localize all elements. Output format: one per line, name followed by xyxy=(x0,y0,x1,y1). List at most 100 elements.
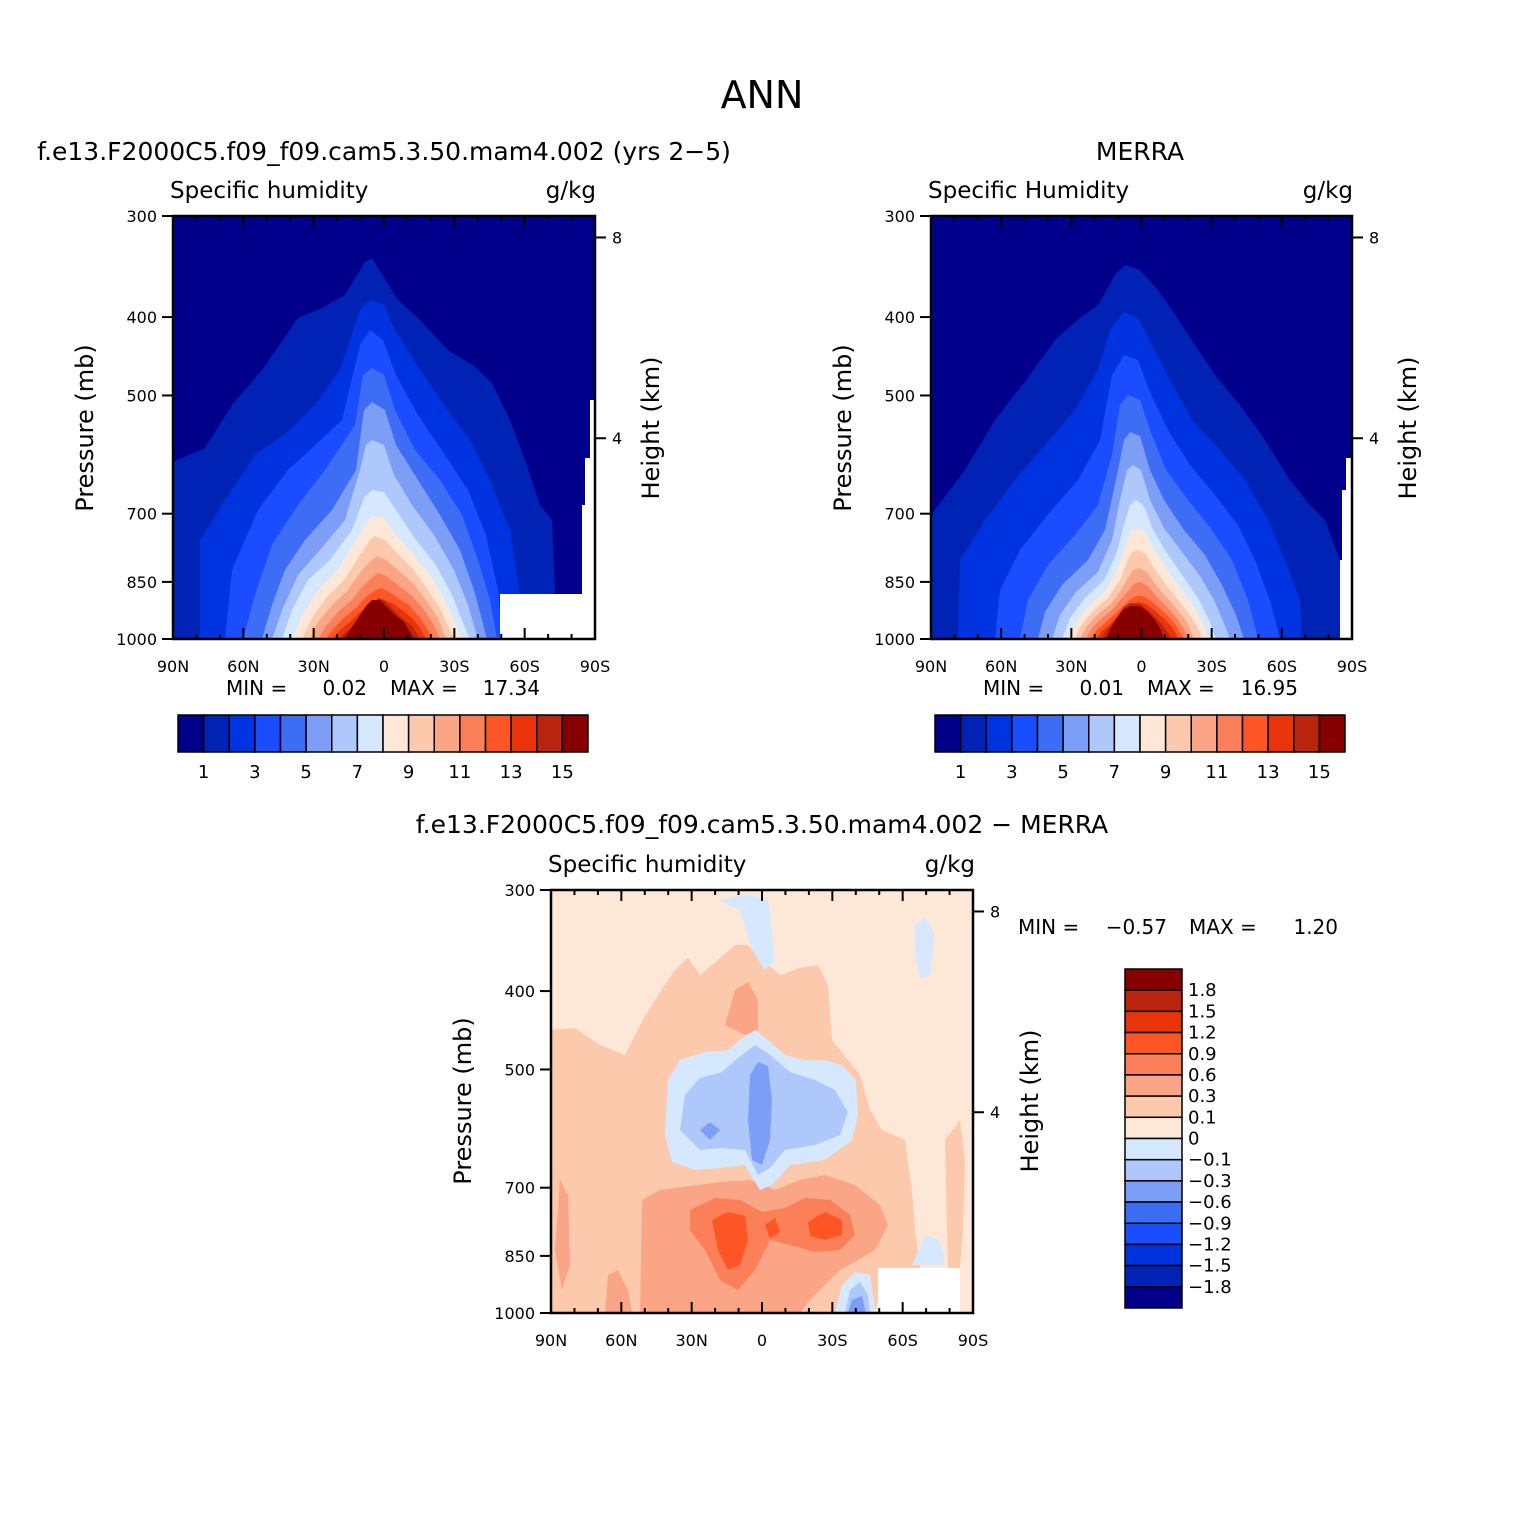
colorbar-label: 1.5 xyxy=(1188,1001,1217,1022)
y-tick-label: 500 xyxy=(884,386,915,405)
x-tick-label: 60S xyxy=(1267,657,1298,676)
contour-band-16 xyxy=(344,600,414,639)
x-tick-label: 30N xyxy=(676,1331,708,1350)
colorbar-swatch xyxy=(177,714,205,753)
panel-title: f.e13.F2000C5.f09_f09.cam5.3.50.mam4.002… xyxy=(416,810,1109,839)
y-tick-label: 400 xyxy=(504,982,535,1001)
colorbar-label: 0.3 xyxy=(1188,1086,1217,1107)
x-tick-label: 90N xyxy=(157,657,189,676)
colorbar-swatch xyxy=(1124,1180,1183,1203)
y-tick-label: 400 xyxy=(884,308,915,327)
contour-band-0.3-to-0.6 xyxy=(555,1180,570,1290)
variable-label: Specific humidity xyxy=(170,178,368,204)
panel-difference: f.e13.F2000C5.f09_f09.cam5.3.50.mam4.002… xyxy=(416,810,1338,1350)
y-tick-label: 500 xyxy=(126,386,157,405)
colorbar-label: 0 xyxy=(1188,1129,1199,1150)
contour-band-neg0.1-to-0 xyxy=(912,1235,945,1265)
panel-title: f.e13.F2000C5.f09_f09.cam5.3.50.mam4.002… xyxy=(37,137,731,166)
colorbar-label: −0.3 xyxy=(1188,1171,1232,1192)
contour-band-neg0.6-to-neg0.3 xyxy=(848,1296,866,1313)
colorbar-label: 3 xyxy=(1006,762,1017,783)
colorbar-label: 5 xyxy=(1057,762,1068,783)
colorbar-label: 7 xyxy=(1109,762,1120,783)
colorbar-swatch xyxy=(561,714,589,753)
colorbar: 1 3 5 7 9 11 13 15 xyxy=(934,714,1346,783)
contour-band-16 xyxy=(1106,606,1164,639)
colorbar-swatch xyxy=(1124,968,1183,991)
colorbar-swatch xyxy=(536,714,564,753)
y2-tick-label: 4 xyxy=(612,429,622,448)
colorbar-swatch xyxy=(1293,714,1321,753)
colorbar-swatch xyxy=(1124,1074,1183,1097)
y2-tick-label: 8 xyxy=(990,902,1000,921)
colorbar-swatch xyxy=(484,714,512,753)
x-tick-label: 90S xyxy=(580,657,611,676)
contour-band-neg0.6-to-neg0.3 xyxy=(748,1062,772,1165)
min-label: MIN = xyxy=(226,676,287,700)
contour-band-neg0.1-to-0 xyxy=(915,918,935,978)
y-tick-label: 300 xyxy=(126,207,157,226)
x-tick-label: 60N xyxy=(985,657,1017,676)
y-tick-label: 1000 xyxy=(116,630,157,649)
colorbar-label: −0.9 xyxy=(1188,1213,1232,1234)
missing-data-region xyxy=(500,400,595,639)
min-label: MIN = xyxy=(1018,915,1079,939)
x-tick-label: 90N xyxy=(535,1331,567,1350)
min-value: 0.02 xyxy=(322,676,367,700)
colorbar-swatch xyxy=(202,714,230,753)
y-tick-label: 500 xyxy=(504,1060,535,1079)
y-tick-label: 400 xyxy=(126,308,157,327)
y-tick-label: 1000 xyxy=(494,1304,535,1323)
colorbar-swatch xyxy=(1124,1264,1183,1288)
max-value: 16.95 xyxy=(1241,676,1298,700)
y2-tick-label: 4 xyxy=(1369,429,1379,448)
colorbar-swatch xyxy=(305,714,333,753)
colorbar-swatch xyxy=(254,714,282,753)
colorbar-swatch xyxy=(1124,1158,1183,1182)
colorbar-label: 7 xyxy=(352,762,363,783)
x-tick-label: 60S xyxy=(887,1331,918,1350)
x-tick-label: 30S xyxy=(817,1331,848,1350)
y2-axis-title: Height (km) xyxy=(637,357,665,500)
colorbar-label: 1 xyxy=(955,762,966,783)
figure-title: ANN xyxy=(721,73,804,117)
y-tick-label: 300 xyxy=(504,881,535,900)
y-tick-label: 1000 xyxy=(874,630,915,649)
max-value: 1.20 xyxy=(1293,915,1338,939)
colorbar-swatch xyxy=(1124,1243,1183,1267)
x-tick-label: 30S xyxy=(439,657,470,676)
x-tick-label: 90S xyxy=(958,1331,989,1350)
x-tick-label: 0 xyxy=(379,657,389,676)
colorbar-swatch xyxy=(1190,714,1218,753)
colorbar-swatch xyxy=(934,714,962,753)
colorbar-label: 0.9 xyxy=(1188,1044,1217,1065)
y-tick-label: 700 xyxy=(504,1179,535,1198)
variable-label: Specific Humidity xyxy=(928,178,1129,204)
y2-axis-title: Height (km) xyxy=(1016,1030,1044,1173)
colorbar-swatch xyxy=(1124,1010,1183,1034)
colorbar: 1 3 5 7 9 11 13 15 xyxy=(177,714,589,783)
colorbar-swatch xyxy=(1124,989,1183,1013)
contour-band-neg0.1-to-0 xyxy=(718,895,775,970)
x-tick-label: 30N xyxy=(298,657,330,676)
colorbar-swatch xyxy=(1036,714,1064,753)
contour-band-0.9-to-1.2 xyxy=(712,1212,748,1270)
y-tick-label: 300 xyxy=(884,207,915,226)
contour-band-0.9-to-1.2 xyxy=(765,1218,780,1238)
colorbar-label: 3 xyxy=(249,762,260,783)
colorbar-label: −1.2 xyxy=(1188,1234,1232,1255)
max-value: 17.34 xyxy=(483,676,540,700)
contour-field xyxy=(931,216,1352,639)
colorbar-label: −1.5 xyxy=(1188,1256,1232,1277)
x-tick-label: 90S xyxy=(1337,657,1368,676)
colorbar-label: 1.8 xyxy=(1188,980,1217,1001)
colorbar-label: −0.1 xyxy=(1188,1150,1232,1171)
colorbar-label: 9 xyxy=(1160,762,1171,783)
x-tick-label: 90N xyxy=(915,657,947,676)
panel-merra: MERRA Specific Humidity g/kg 90N 60N 30N 0 3… xyxy=(829,137,1422,783)
colorbar-swatch xyxy=(1124,1116,1183,1140)
colorbar-swatch xyxy=(1113,714,1141,753)
colorbar-swatch xyxy=(382,714,410,753)
colorbar-label: 15 xyxy=(551,762,574,783)
